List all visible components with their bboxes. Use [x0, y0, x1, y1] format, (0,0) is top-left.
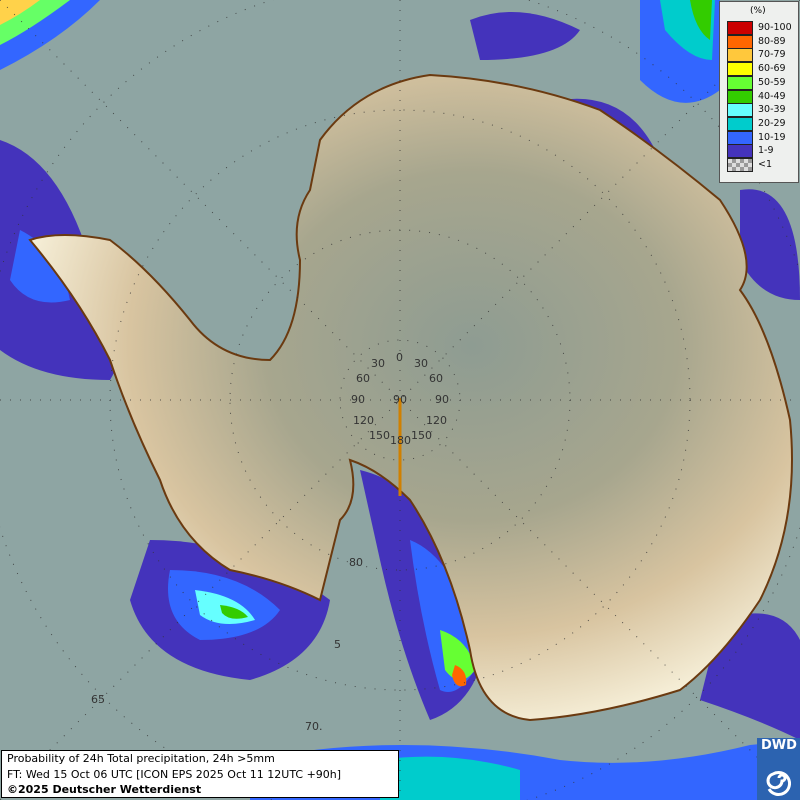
legend-item: <1 [727, 158, 799, 172]
legend-swatch [727, 34, 753, 49]
lon-label: 60 [356, 372, 370, 385]
legend-item: 10-19 [727, 130, 799, 145]
lon-label: 150 [369, 429, 390, 442]
legend-label: 40-49 [758, 90, 786, 102]
forecast-time: FT: Wed 15 Oct 06 UTC [ICON EPS 2025 Oct… [7, 767, 342, 781]
legend-label: 1-9 [758, 145, 774, 157]
lon-label: 90 [351, 393, 365, 406]
lon-label: 120 [353, 414, 374, 427]
legend-item: 30-39 [727, 103, 799, 118]
lat-label: 65 [91, 693, 105, 706]
lat-label: 80 [349, 556, 363, 569]
lon-label: 150 [411, 429, 432, 442]
legend-item: 60-69 [727, 62, 799, 77]
lon-label: 180 [390, 434, 411, 447]
legend-label: 90-100 [758, 22, 792, 33]
legend-item: 50-59 [727, 75, 799, 90]
legend-swatch [727, 48, 753, 63]
spiral-icon [766, 771, 791, 796]
legend-swatch [727, 130, 753, 145]
dwd-logo: DWD [757, 738, 800, 800]
lon-label: 30 [414, 357, 428, 370]
lon-label: 120 [426, 414, 447, 427]
legend-label: 10-19 [758, 131, 786, 143]
legend-swatch [727, 75, 753, 90]
lon-label: 30 [371, 357, 385, 370]
legend-unit: (%) [750, 6, 766, 16]
legend-label: 50-59 [758, 76, 786, 88]
legend-swatch [727, 62, 753, 77]
lon-label: 90 [393, 393, 407, 406]
legend-swatch [727, 89, 753, 104]
lat-label: 70. [305, 720, 323, 733]
legend-label: <1 [758, 159, 773, 170]
legend-label: 30-39 [758, 104, 786, 116]
legend-label: 20-29 [758, 117, 786, 129]
legend-label: 80-89 [758, 35, 786, 47]
legend-item: 80-89 [727, 34, 799, 49]
logo-text: DWD [761, 738, 797, 753]
legend-item: 70-79 [727, 48, 799, 63]
legend-label: 70-79 [758, 49, 786, 61]
legend-swatch [727, 103, 753, 118]
legend-swatch [727, 144, 753, 159]
lon-label: 0 [396, 351, 403, 364]
lon-label: 60 [429, 372, 443, 385]
lat-label: 5 [334, 638, 341, 651]
lon-label: 90 [435, 393, 449, 406]
legend-label: 60-69 [758, 63, 786, 75]
legend-item: 40-49 [727, 89, 799, 104]
legend-swatch [727, 116, 753, 131]
info-box: Probability of 24h Total precipitation, … [1, 750, 399, 798]
legend-item: 20-29 [727, 116, 799, 131]
legend-swatch [727, 21, 753, 35]
product-title: Probability of 24h Total precipitation, … [7, 752, 275, 765]
legend: (%) 90-100 80-89 70-79 60-69 50-59 40-49 30-39… [719, 1, 799, 183]
copyright: ©2025 Deutscher Wetterdienst [7, 783, 202, 796]
legend-swatch [727, 158, 753, 172]
legend-item: 1-9 [727, 144, 799, 159]
legend-item: 90-100 [727, 21, 799, 35]
